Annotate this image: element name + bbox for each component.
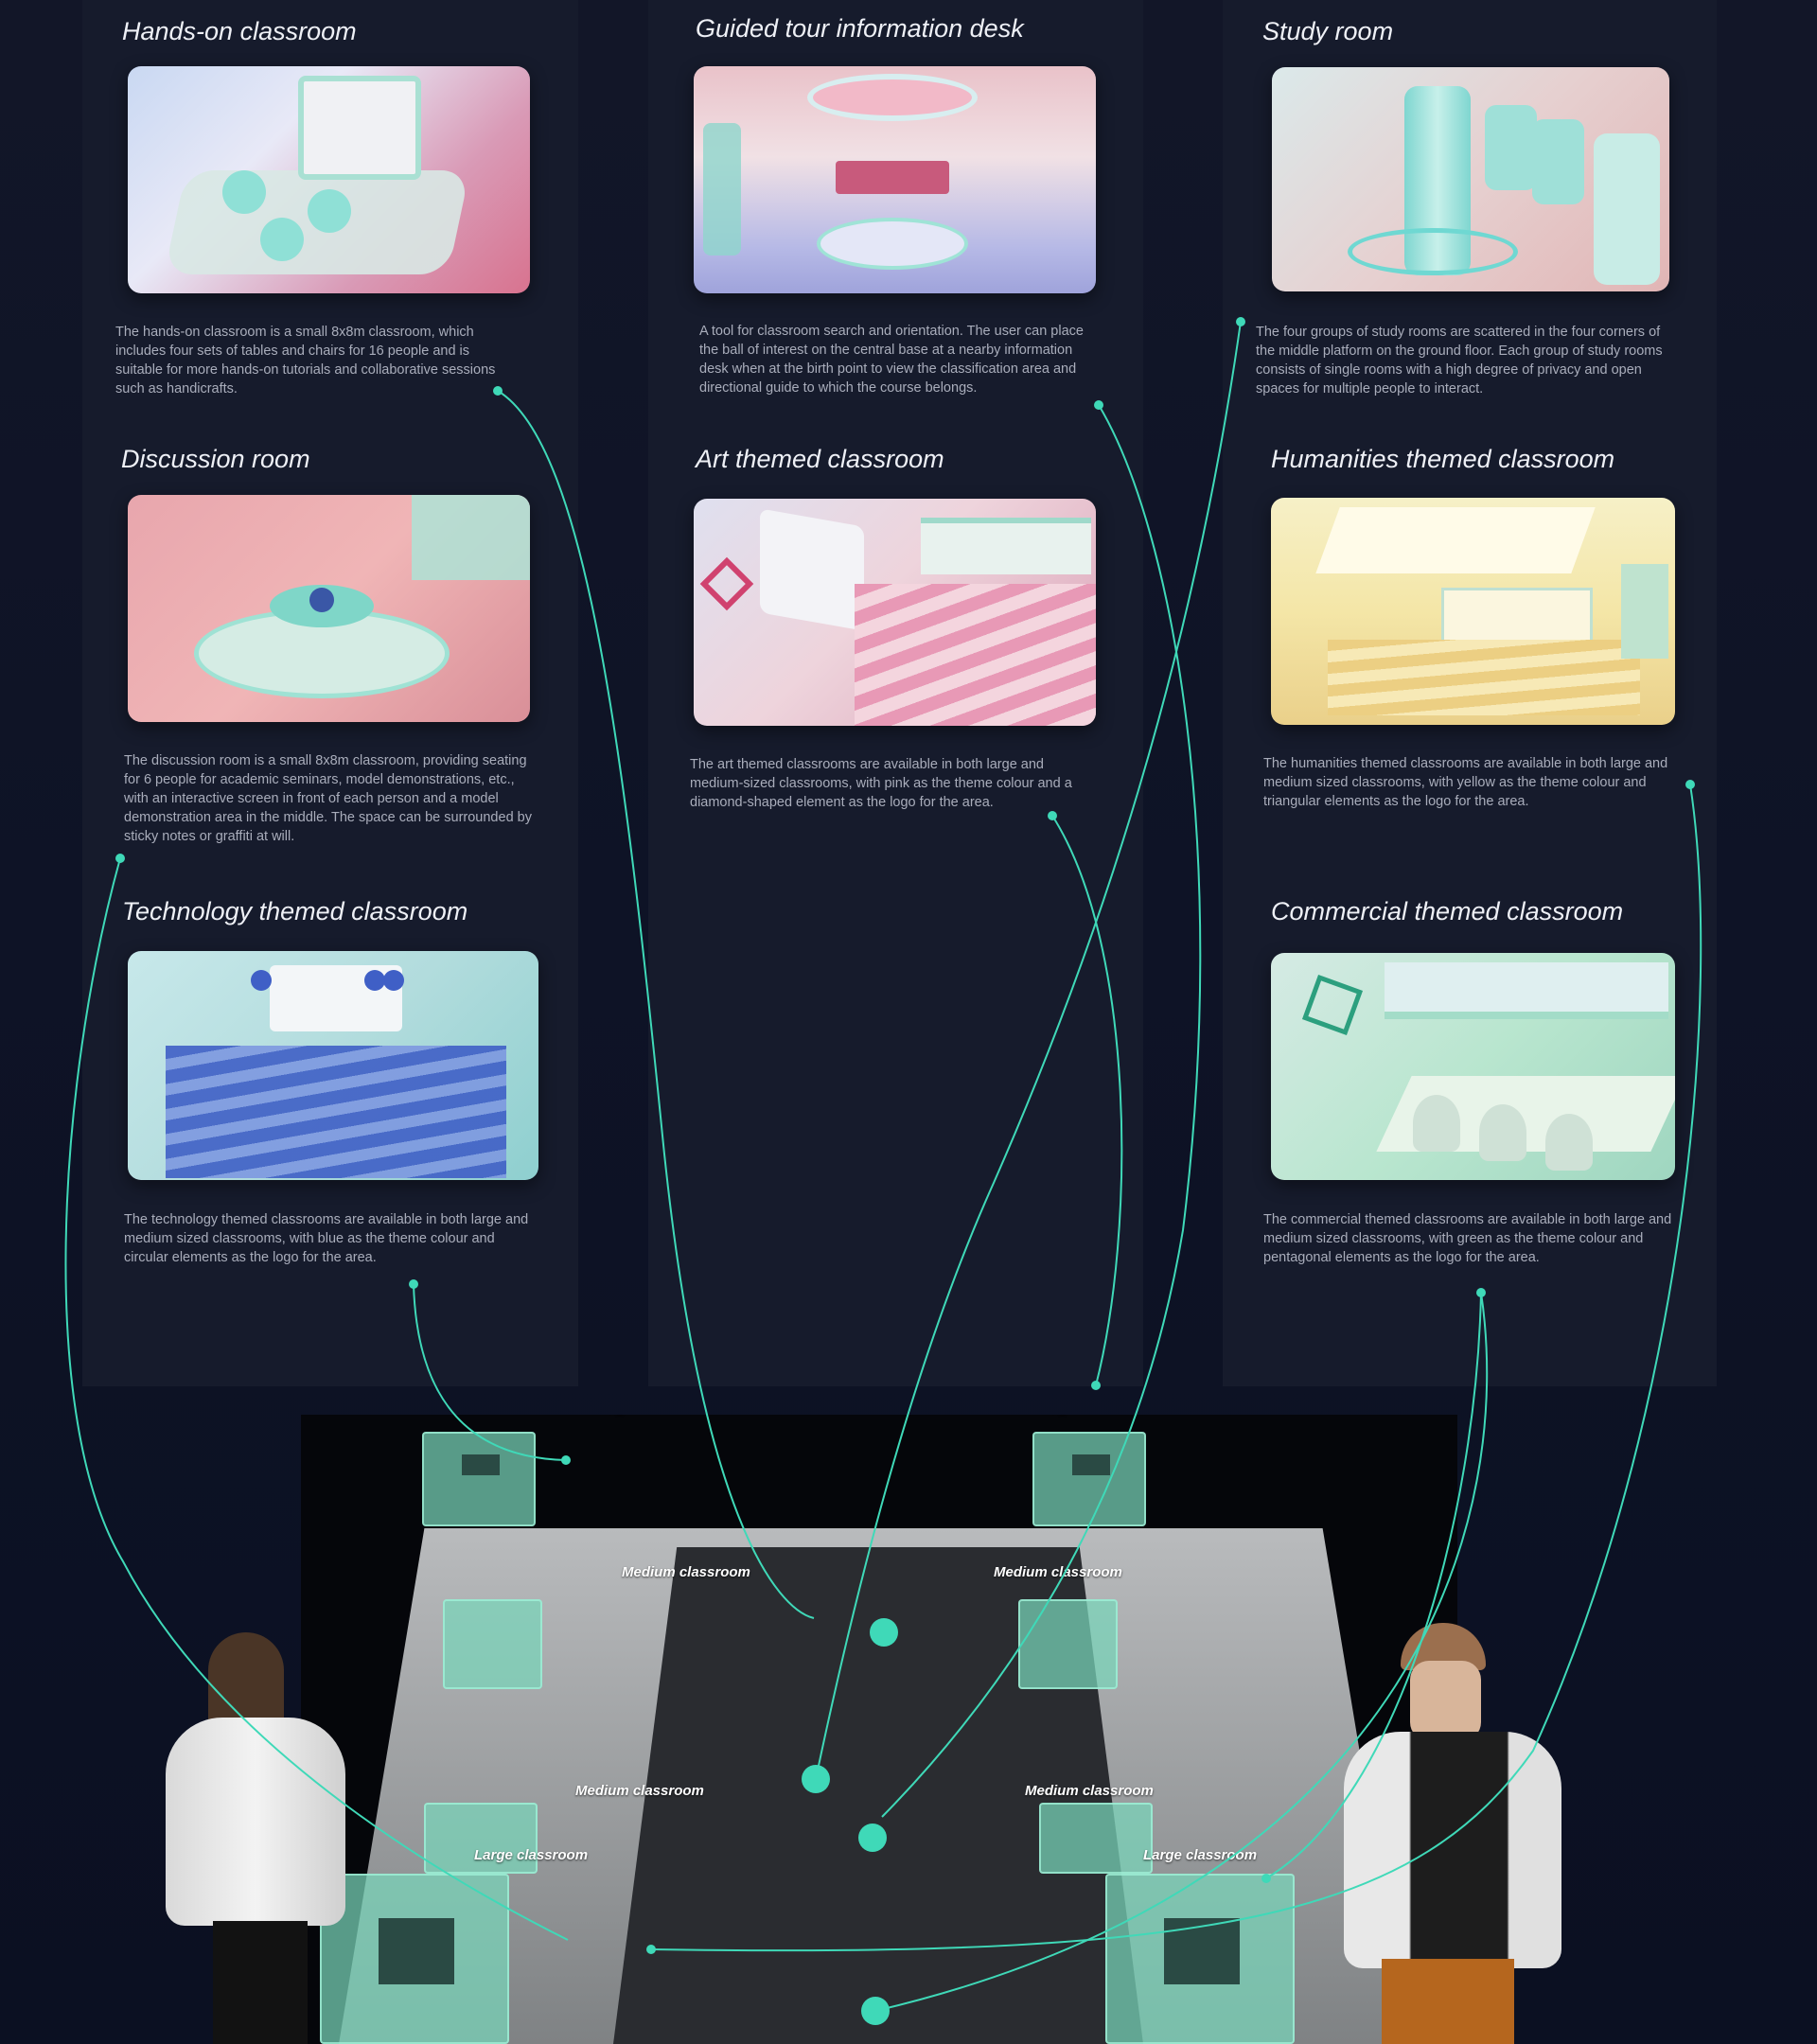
discussion-room-thumbnail (128, 495, 530, 722)
campus-model-scene: Large classroom Large classroom Medium c… (301, 1415, 1457, 2044)
guided-tour-thumbnail (694, 66, 1096, 293)
label-medium-classroom-bottom-left: Medium classroom (575, 1783, 704, 1799)
card-title: Commercial themed classroom (1271, 897, 1624, 925)
card-title: Study room (1262, 17, 1394, 45)
card-description: The humanities themed classrooms are ava… (1263, 756, 1668, 809)
humanities-classroom-thumbnail (1271, 498, 1675, 725)
card-description: The commercial themed classrooms are ava… (1263, 1212, 1672, 1265)
card-description: A tool for classroom search and orientat… (699, 324, 1084, 396)
large-classroom-bottom-right (1105, 1874, 1295, 2044)
card-hands-on: Hands-on classroom The hands-on classroo… (115, 17, 566, 414)
card-description: The technology themed classrooms are ava… (124, 1212, 529, 1265)
card-description: The discussion room is a small 8x8m clas… (124, 753, 532, 844)
person-left-figure (166, 1632, 345, 2044)
card-humanities-classroom: Humanities themed classroom The humaniti… (1263, 445, 1706, 823)
commercial-classroom-thumbnail (1271, 953, 1675, 1180)
card-title: Art themed classroom (696, 445, 944, 473)
label-medium-classroom-top-right: Medium classroom (994, 1564, 1122, 1580)
hands-on-thumbnail (128, 66, 530, 293)
medium-classroom-top-right (1018, 1599, 1118, 1689)
card-title: Technology themed classroom (122, 897, 468, 925)
card-description: The art themed classrooms are available … (690, 757, 1072, 810)
label-large-classroom-bottom-right: Large classroom (1143, 1847, 1258, 1863)
label-medium-classroom-top-left: Medium classroom (622, 1564, 750, 1580)
card-guided-tour: Guided tour information desk A tool for … (694, 14, 1112, 431)
card-commercial-classroom: Commercial themed classroom The commerci… (1263, 897, 1706, 1276)
label-medium-classroom-bottom-right: Medium classroom (1025, 1783, 1154, 1799)
card-title: Guided tour information desk (696, 14, 1024, 43)
label-large-classroom-top-left: Large classroom (594, 1415, 708, 1416)
label-large-classroom-top-right: Large classroom (1037, 1415, 1151, 1416)
medium-classroom-top-left (443, 1599, 542, 1689)
person-right-figure (1344, 1623, 1561, 2044)
study-room-thumbnail (1272, 67, 1669, 291)
card-art-classroom: Art themed classroom The art themed clas… (690, 445, 1112, 823)
card-study-room: Study room The four groups of study room… (1256, 17, 1698, 414)
large-classroom-top-left (422, 1432, 536, 1526)
art-classroom-thumbnail (694, 499, 1096, 726)
medium-classroom-bottom-right (1039, 1803, 1153, 1874)
card-title: Hands-on classroom (122, 17, 357, 45)
card-description: The hands-on classroom is a small 8x8m c… (115, 325, 496, 396)
card-technology-classroom: Technology themed classroom The technolo… (122, 897, 576, 1276)
large-classroom-bottom-left (320, 1874, 509, 2044)
technology-classroom-thumbnail (128, 951, 538, 1180)
card-description: The four groups of study rooms are scatt… (1256, 325, 1663, 396)
card-discussion-room: Discussion room The discussion room is a… (121, 445, 566, 852)
card-title: Humanities themed classroom (1271, 445, 1615, 473)
large-classroom-top-right (1032, 1432, 1146, 1526)
label-large-classroom-bottom-left: Large classroom (474, 1847, 589, 1863)
card-title: Discussion room (121, 445, 310, 473)
